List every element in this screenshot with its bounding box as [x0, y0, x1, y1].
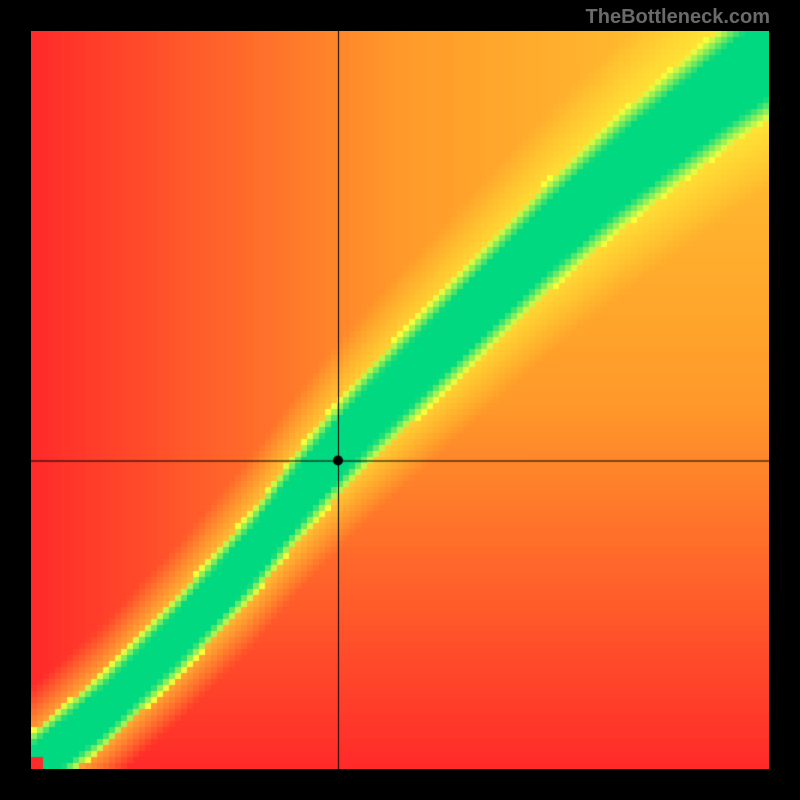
bottleneck-heatmap: [31, 31, 769, 769]
watermark-text: TheBottleneck.com: [586, 6, 770, 29]
